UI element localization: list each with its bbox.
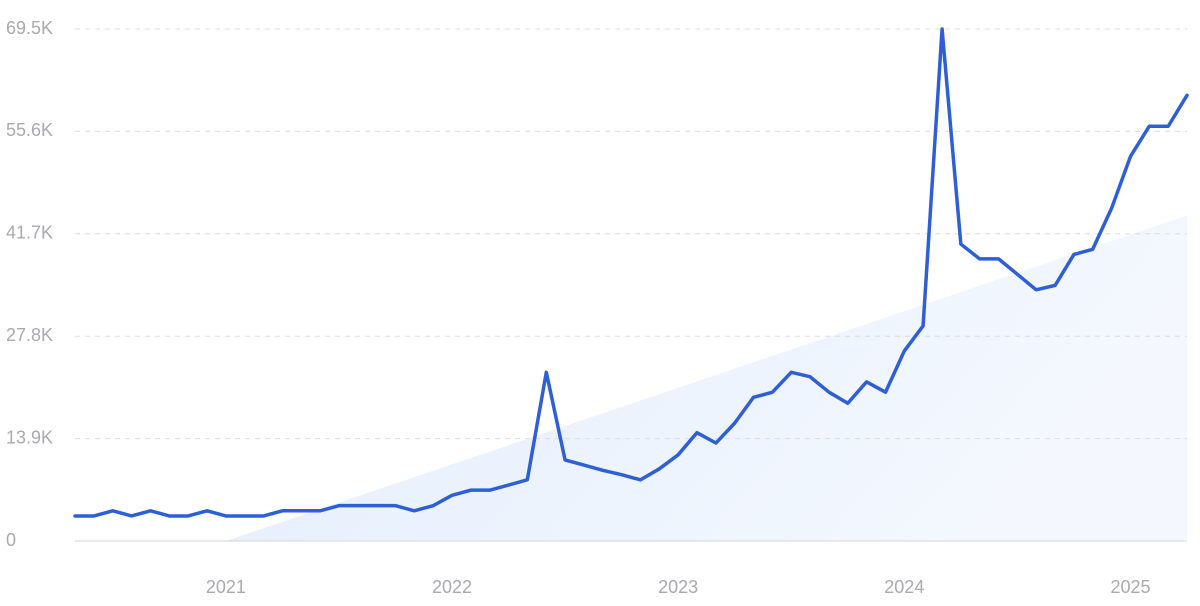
x-tick-label: 2023	[658, 577, 698, 597]
trend-area	[225, 215, 1187, 541]
y-tick-label: 27.8K	[6, 325, 53, 345]
x-tick-label: 2021	[206, 577, 246, 597]
x-tick-label: 2024	[884, 577, 924, 597]
y-tick-label: 41.7K	[6, 223, 53, 243]
x-tick-label: 2025	[1110, 577, 1150, 597]
y-tick-label: 13.9K	[6, 427, 53, 447]
line-series	[73, 27, 1189, 518]
y-tick-label: 69.5K	[6, 18, 53, 38]
y-tick-label: 0	[6, 530, 16, 550]
x-tick-label: 2022	[432, 577, 472, 597]
y-tick-label: 55.6K	[6, 120, 53, 140]
